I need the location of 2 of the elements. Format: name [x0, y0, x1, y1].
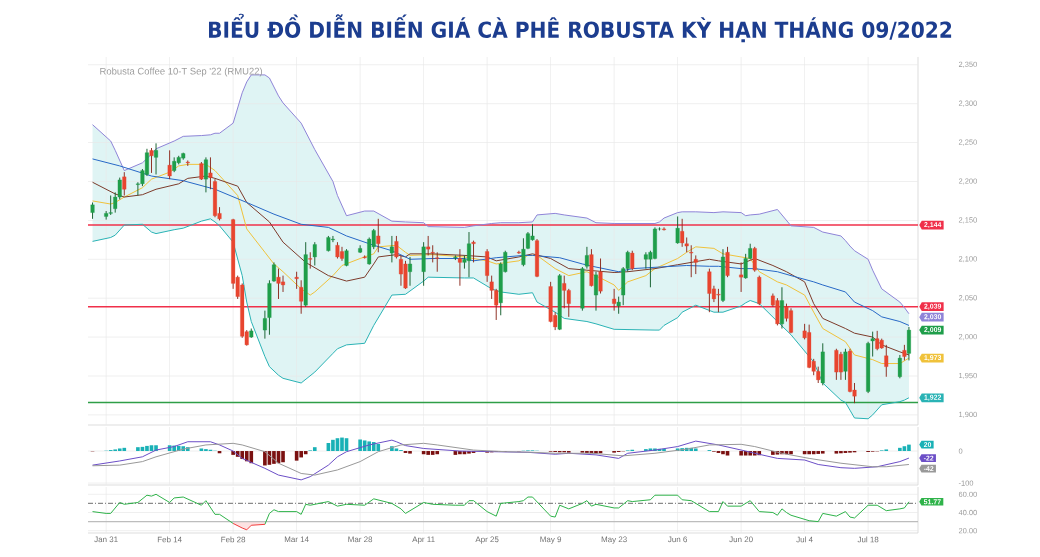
chart-title: BIỂU ĐỒ DIỄN BIẾN GIÁ CÀ PHÊ ROBUSTA KỲ HẠN THÁNG 09/2022 — [209, 13, 952, 43]
text: Robusta Coffee 10-T Sep '22 (RMU22) — [100, 67, 263, 77]
